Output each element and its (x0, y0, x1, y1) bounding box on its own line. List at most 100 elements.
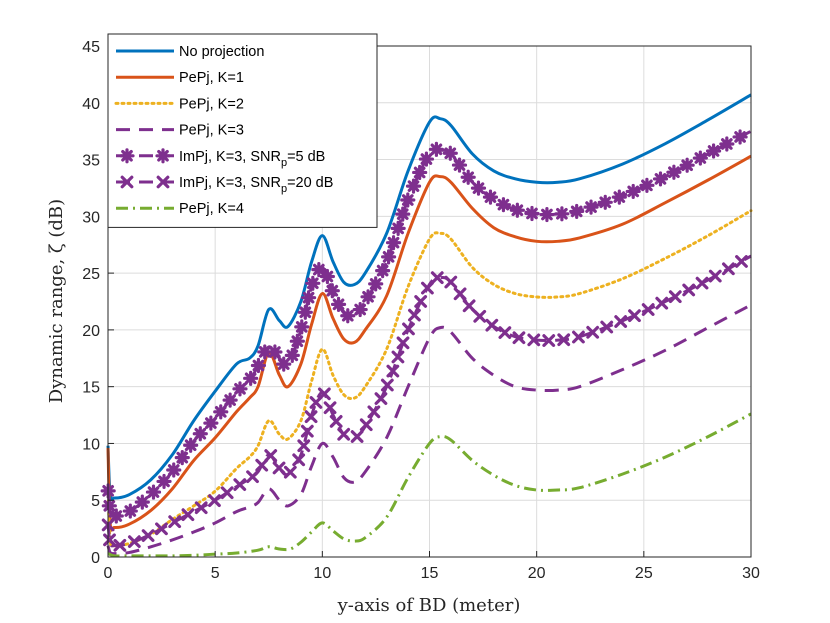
y-axis-label: Dynamic range, ζ (dB) (46, 199, 67, 403)
series-marker-x (391, 350, 405, 364)
series-line-2 (106, 154, 752, 532)
series-marker-x (304, 410, 318, 424)
x-tick-label: 0 (104, 565, 113, 582)
series-marker-x (512, 331, 526, 345)
series-marker-star (583, 199, 599, 215)
series-marker-star (569, 203, 585, 220)
series-marker-x (329, 414, 343, 428)
series-marker-x (337, 427, 351, 441)
series-marker-star (340, 308, 356, 324)
y-tick-label: 10 (82, 436, 100, 453)
legend-label-2: PePj, K=1 (179, 70, 244, 86)
y-tick-label: 45 (82, 39, 100, 56)
series-marker-x (317, 387, 331, 401)
series-marker-star (482, 189, 499, 205)
series-marker-x (264, 449, 278, 462)
series-marker-star (166, 462, 182, 478)
x-tick-label: 15 (421, 565, 439, 582)
series-marker-star (652, 171, 669, 187)
series-marker-star (611, 189, 627, 205)
legend-label-main: ImPj, K=3, SNR (179, 149, 281, 165)
axis-ticks: 0 5 10 15 20 25 30 0 5 10 15 20 25 30 35 40 45 (82, 39, 760, 582)
series-marker-x (103, 533, 116, 547)
legend-label-main: PePj, K=3 (179, 123, 244, 139)
series-marker-star (460, 169, 476, 185)
series-marker-star (183, 437, 199, 453)
series-marker-x (233, 478, 247, 492)
series-marker-x (444, 275, 458, 289)
series-marker-x (628, 309, 641, 323)
series-marker-x (408, 308, 421, 322)
series-marker-star (156, 473, 172, 490)
series-marker-star (305, 275, 321, 291)
legend-label-main: PePj, K=1 (179, 70, 244, 86)
legend-label-subscript: p (281, 157, 287, 169)
legend-label-main: PePj, K=2 (179, 96, 244, 112)
series-marker-x (572, 330, 585, 344)
series-markers (100, 129, 748, 552)
series-marker-star (442, 145, 458, 161)
series-line-6 (106, 254, 752, 548)
series-line-1 (106, 93, 752, 502)
series-marker-x (722, 262, 735, 276)
series-marker-x (527, 333, 541, 347)
legend-label-main: ImPj, K=3, SNR (179, 175, 281, 191)
x-tick-label: 10 (313, 565, 331, 582)
series-marker-x (113, 538, 127, 552)
series-marker-star (400, 192, 416, 208)
legend-label-1: No projection (179, 44, 264, 60)
series-marker-x (208, 494, 221, 508)
series-marker-x (323, 401, 337, 415)
series-marker-star (539, 206, 555, 223)
series-marker-x (246, 470, 259, 484)
series-marker-star (451, 157, 468, 173)
series-marker-star (405, 178, 422, 194)
series-marker-star (692, 150, 708, 166)
series-marker-star (300, 290, 317, 306)
series-marker-star (495, 197, 512, 213)
series-marker-star (470, 180, 487, 196)
series-marker-x (641, 303, 655, 316)
y-tick-label: 25 (82, 266, 100, 283)
series-marker-star (509, 202, 525, 218)
series-marker-x (682, 283, 696, 297)
series-marker-x (402, 322, 415, 336)
series-marker-x (668, 290, 682, 304)
legend: No projection PePj, K=1 PePj, K=2 PePj, K=3… (107, 33, 378, 228)
legend-label-5: ImPj, K=3, SNRp=5 dB (179, 149, 325, 169)
series-marker-x (421, 281, 434, 295)
series-marker-star (732, 129, 748, 145)
series-marker-star (375, 263, 391, 279)
series-marker-x (557, 333, 571, 347)
series-marker-x (380, 378, 394, 392)
series-marker-star (554, 206, 570, 222)
series-marker-star (276, 356, 292, 372)
series-marker-star (428, 141, 445, 157)
series-marker-x (386, 364, 400, 378)
series-marker-x (374, 392, 388, 406)
legend-label-tail: =5 dB (287, 149, 325, 165)
legend-label-main: No projection (179, 44, 264, 60)
series-marker-x (359, 418, 373, 432)
series-marker-star (597, 194, 613, 210)
series-marker-star (524, 205, 540, 222)
series-marker-x (708, 269, 722, 283)
legend-label-4: PePj, K=3 (179, 123, 244, 139)
series-marker-x (462, 299, 476, 313)
series-marker-x (542, 334, 556, 347)
series-marker-x (120, 175, 134, 189)
series-line-3 (106, 209, 753, 548)
series-marker-x (292, 453, 306, 467)
series-line-7 (107, 412, 752, 558)
series-marker-x (498, 326, 512, 340)
series-marker-star (390, 220, 406, 237)
series-marker-x (155, 522, 168, 536)
y-tick-label: 0 (91, 550, 100, 567)
legend-label-3: PePj, K=2 (179, 96, 244, 112)
y-tick-label: 40 (82, 96, 100, 113)
series-marker-x (141, 529, 155, 543)
series-marker-star (368, 276, 384, 292)
series-marker-x (655, 296, 669, 310)
series-marker-star (222, 392, 238, 408)
